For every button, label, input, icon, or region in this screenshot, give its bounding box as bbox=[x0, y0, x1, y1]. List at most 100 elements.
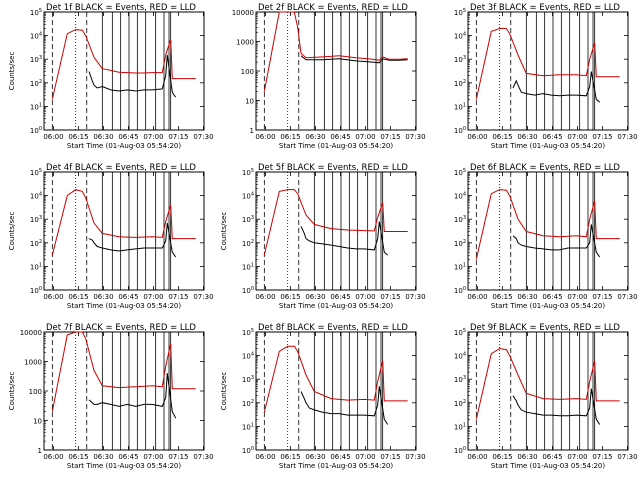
panel-title: Det 3f BLACK = Events, RED = LLD bbox=[470, 3, 620, 13]
y-tick-label: 105 bbox=[30, 168, 42, 177]
plot-frame bbox=[467, 171, 629, 291]
y-tick-label: 105 bbox=[242, 328, 254, 337]
x-tick-label: 06:45 bbox=[330, 133, 350, 141]
panel-title: Det 6f BLACK = Events, RED = LLD bbox=[470, 163, 620, 173]
x-tick-label: 06:00 bbox=[255, 133, 275, 141]
x-tick-label: 07:30 bbox=[193, 293, 213, 301]
x-tick-label: 06:30 bbox=[517, 293, 537, 301]
x-tick-label: 07:00 bbox=[143, 453, 163, 461]
y-tick-label: 1 bbox=[250, 127, 254, 135]
series-line-lld bbox=[51, 189, 196, 256]
y-tick-label: 103 bbox=[242, 215, 254, 224]
plot-frame bbox=[43, 331, 205, 451]
x-tick-label: 07:15 bbox=[592, 133, 612, 141]
series-line-lld bbox=[51, 331, 196, 412]
panel-title: Det 2f BLACK = Events, RED = LLD bbox=[258, 3, 408, 13]
x-tick-label: 06:30 bbox=[305, 133, 325, 141]
y-tick-label: 102 bbox=[454, 239, 466, 248]
y-axis-label: Counts/sec bbox=[8, 372, 16, 411]
x-axis-label: Start Time (01-Aug-03 05:54:20) bbox=[67, 142, 181, 150]
y-tick-label: 102 bbox=[30, 239, 42, 248]
y-tick-label: 102 bbox=[30, 79, 42, 88]
y-tick-label: 101 bbox=[454, 102, 466, 111]
series-line-lld bbox=[475, 28, 620, 100]
y-tick-label: 100 bbox=[241, 68, 254, 76]
y-tick-label: 1000 bbox=[236, 39, 254, 47]
series-line-events bbox=[512, 224, 601, 258]
x-tick-label: 06:15 bbox=[68, 133, 88, 141]
x-tick-label: 07:00 bbox=[143, 293, 163, 301]
x-tick-label: 07:15 bbox=[168, 133, 188, 141]
x-tick-label: 07:15 bbox=[168, 293, 188, 301]
series-line-lld bbox=[475, 189, 620, 260]
y-tick-label: 105 bbox=[454, 8, 466, 17]
x-tick-label: 06:15 bbox=[280, 133, 300, 141]
series-line-events bbox=[300, 55, 408, 64]
x-tick-label: 07:30 bbox=[405, 453, 425, 461]
panel-title: Det 4f BLACK = Events, RED = LLD bbox=[46, 163, 196, 173]
y-tick-label: 101 bbox=[242, 262, 254, 271]
x-axis-label: Start Time (01-Aug-03 05:54:20) bbox=[67, 302, 181, 310]
x-tick-label: 07:15 bbox=[592, 293, 612, 301]
detector-panel-7: Det 7f BLACK = Events, RED = LLD 06:00 06:… bbox=[8, 323, 214, 470]
x-axis-label: Start Time (01-Aug-03 05:54:20) bbox=[491, 462, 605, 470]
x-axis-label: Start Time (01-Aug-03 05:54:20) bbox=[491, 142, 605, 150]
x-tick-label: 06:00 bbox=[467, 133, 487, 141]
series-line-events bbox=[88, 222, 177, 258]
detector-panel-4: Det 4f BLACK = Events, RED = LLD 06:00 06:… bbox=[8, 163, 214, 310]
y-tick-label: 10 bbox=[33, 418, 42, 426]
series-line-lld bbox=[51, 29, 196, 100]
y-tick-label: 102 bbox=[242, 399, 254, 408]
plot-frame bbox=[467, 331, 629, 451]
y-tick-label: 104 bbox=[454, 192, 466, 201]
y-tick-label: 104 bbox=[242, 352, 254, 361]
x-tick-label: 06:00 bbox=[43, 293, 63, 301]
x-tick-label: 06:45 bbox=[118, 293, 138, 301]
x-tick-label: 07:00 bbox=[567, 453, 587, 461]
x-tick-label: 06:45 bbox=[118, 133, 138, 141]
x-tick-label: 07:30 bbox=[617, 293, 637, 301]
plot-frame bbox=[255, 11, 417, 131]
x-tick-label: 07:00 bbox=[143, 133, 163, 141]
y-tick-label: 105 bbox=[454, 328, 466, 337]
x-tick-label: 06:30 bbox=[305, 453, 325, 461]
x-tick-label: 06:00 bbox=[467, 293, 487, 301]
x-axis-label: Start Time (01-Aug-03 05:54:20) bbox=[279, 462, 393, 470]
x-tick-label: 06:45 bbox=[330, 293, 350, 301]
y-tick-label: 100 bbox=[242, 446, 254, 455]
y-tick-label: 103 bbox=[454, 375, 466, 384]
x-tick-label: 06:15 bbox=[68, 293, 88, 301]
x-tick-label: 07:15 bbox=[380, 453, 400, 461]
x-tick-label: 06:30 bbox=[93, 293, 113, 301]
x-tick-label: 06:15 bbox=[280, 453, 300, 461]
x-tick-label: 07:30 bbox=[617, 453, 637, 461]
y-tick-label: 104 bbox=[242, 192, 254, 201]
x-tick-label: 07:15 bbox=[592, 453, 612, 461]
y-tick-label: 10000 bbox=[232, 9, 254, 17]
x-tick-label: 06:30 bbox=[93, 133, 113, 141]
y-tick-label: 100 bbox=[454, 286, 466, 295]
y-tick-label: 105 bbox=[242, 168, 254, 177]
series-line-events bbox=[88, 373, 177, 419]
detector-panel-3: Det 3f BLACK = Events, RED = LLD 06:00 06:… bbox=[454, 3, 638, 150]
series-line-lld bbox=[263, 345, 408, 413]
plot-frame bbox=[43, 171, 205, 291]
x-tick-label: 06:00 bbox=[43, 453, 63, 461]
x-tick-label: 06:00 bbox=[255, 453, 275, 461]
series-line-events bbox=[88, 54, 177, 98]
x-axis-label: Start Time (01-Aug-03 05:54:20) bbox=[67, 462, 181, 470]
x-tick-label: 06:45 bbox=[118, 453, 138, 461]
series-line-lld bbox=[263, 189, 408, 256]
y-tick-label: 100 bbox=[454, 126, 466, 135]
y-tick-label: 101 bbox=[454, 262, 466, 271]
x-tick-label: 07:30 bbox=[405, 293, 425, 301]
y-tick-label: 100 bbox=[454, 446, 466, 455]
y-tick-label: 104 bbox=[30, 32, 42, 41]
x-tick-label: 07:30 bbox=[193, 453, 213, 461]
x-tick-label: 06:45 bbox=[330, 453, 350, 461]
y-tick-label: 101 bbox=[242, 422, 254, 431]
series-line-events bbox=[512, 71, 601, 103]
y-tick-label: 103 bbox=[454, 55, 466, 64]
x-tick-label: 06:15 bbox=[280, 293, 300, 301]
